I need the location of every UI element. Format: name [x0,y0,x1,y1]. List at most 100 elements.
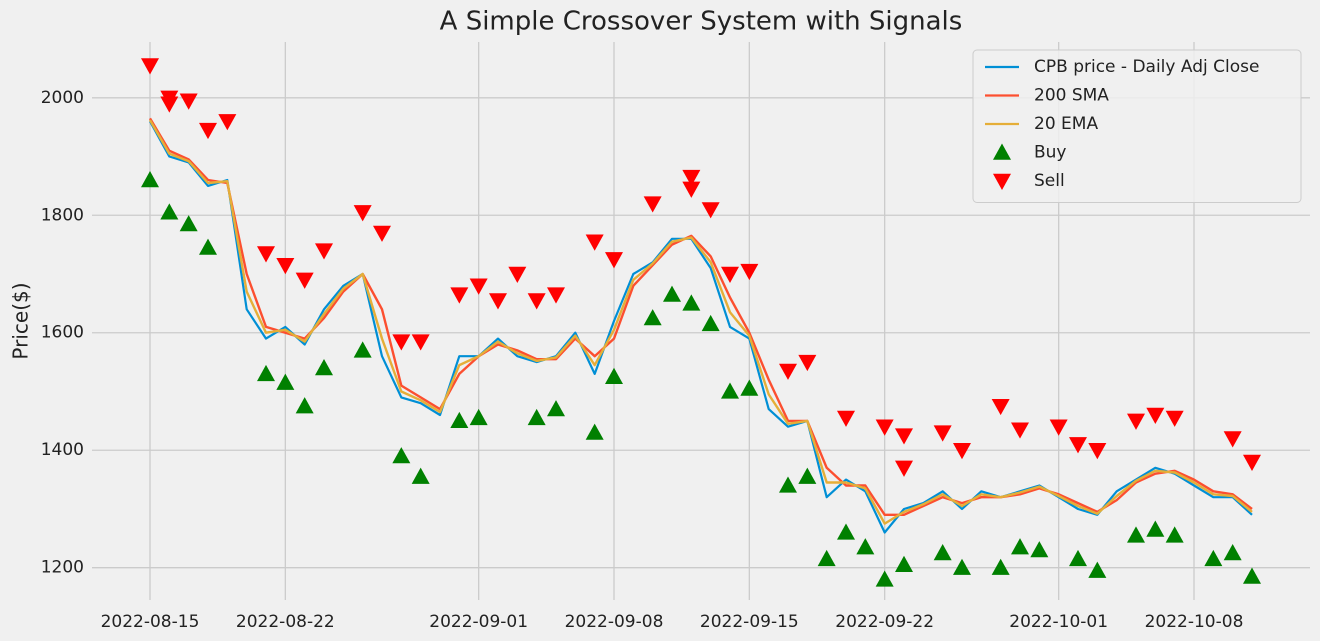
signal-marker [953,443,971,460]
signal-marker [1243,454,1261,471]
signal-marker [1223,431,1242,448]
signal-marker [605,252,623,269]
signal-marker [721,266,739,284]
signal-marker [798,354,817,372]
signal-marker [1030,541,1049,558]
signal-marker [1146,407,1165,424]
signal-marker [218,114,237,131]
signal-marker [276,258,295,275]
signal-marker [1146,520,1165,537]
signal-marker [895,428,913,445]
signal-marker [527,408,546,426]
signal-marker [991,558,1010,575]
signal-marker [953,558,971,575]
signal-marker [837,410,855,427]
signal-marker [469,278,488,295]
signal-marker [875,570,894,587]
signal-marker [141,171,159,188]
signal-marker [1204,549,1223,567]
x-tick-label: 2022-09-08 [565,612,664,632]
signal-marker [779,363,797,380]
signal-marker [315,358,333,376]
signal-marker [315,243,333,260]
signal-marker [257,246,275,263]
signal-marker [1223,544,1242,561]
signal-marker [682,169,701,187]
y-tick-label: 1600 [41,323,84,343]
signal-marker [701,314,720,332]
signal-marker [740,379,759,396]
y-axis-label: Price($) [9,282,33,359]
signal-marker [450,411,469,429]
signal-marker [1127,413,1145,430]
signal-marker [933,425,952,442]
signal-marker [779,476,797,493]
signal-marker [798,467,817,484]
y-tick-label: 1800 [41,205,84,225]
signal-marker [179,93,198,110]
signal-marker [353,205,372,222]
x-tick-label: 2022-08-15 [101,612,200,632]
chart-title: A Simple Crossover System with Signals [440,7,963,37]
signal-marker [721,382,739,399]
x-tick-label: 2022-10-08 [1145,612,1244,632]
signal-marker [895,460,913,477]
signal-marker [1088,443,1107,460]
signal-marker [469,408,488,426]
signal-marker [701,202,720,219]
signal-marker [895,555,913,572]
signal-marker [856,538,875,555]
x-tick-label: 2022-09-01 [429,612,528,632]
signal-marker [1088,561,1107,578]
signal-marker [141,58,159,75]
signal-marker [585,423,604,440]
signal-marker [1165,410,1184,427]
signal-marker [295,397,314,414]
signal-marker [1243,567,1261,584]
signal-marker [450,287,469,304]
signal-marker [392,334,411,351]
legend-label: CPB price - Daily Adj Close [1034,57,1259,77]
signal-marker [1069,437,1087,454]
signal-marker [663,285,681,302]
signal-marker [547,400,565,417]
signal-marker [1127,526,1145,543]
y-tick-label: 2000 [41,88,84,108]
signal-marker [373,225,391,242]
signal-marker [160,96,179,113]
x-tick-label: 2022-09-22 [835,612,934,632]
price-line [149,120,1253,534]
signal-marker [643,309,662,326]
signal-marker [682,181,701,198]
signal-marker [991,398,1010,416]
signal-marker [682,294,701,311]
signal-marker [933,544,952,561]
x-tick-label: 2022-08-22 [236,612,335,632]
signal-marker [1165,526,1184,543]
signal-marker [353,341,372,358]
signal-marker [392,447,411,464]
legend-swatch [993,143,1011,160]
x-tick-label: 2022-09-15 [700,612,799,632]
legend-label: 200 SMA [1034,86,1109,106]
x-tick-label: 2022-10-01 [1009,612,1108,632]
signal-marker [1069,549,1087,567]
signal-marker [740,263,759,281]
legend-label: Sell [1034,171,1065,191]
signal-marker [489,293,507,310]
y-tick-label: 1400 [41,440,84,460]
signal-marker [605,367,623,384]
price-line [148,119,1253,525]
legend-label: 20 EMA [1034,114,1098,134]
legend-label: Buy [1034,143,1067,163]
signal-marker [1011,422,1029,439]
signal-marker [643,196,662,213]
signal-marker [527,293,546,310]
signal-marker [199,238,217,255]
signal-marker [276,373,295,390]
legend-box [972,49,1302,203]
signal-marker [1049,419,1068,436]
signal-marker [199,122,217,140]
signal-marker [585,234,604,251]
